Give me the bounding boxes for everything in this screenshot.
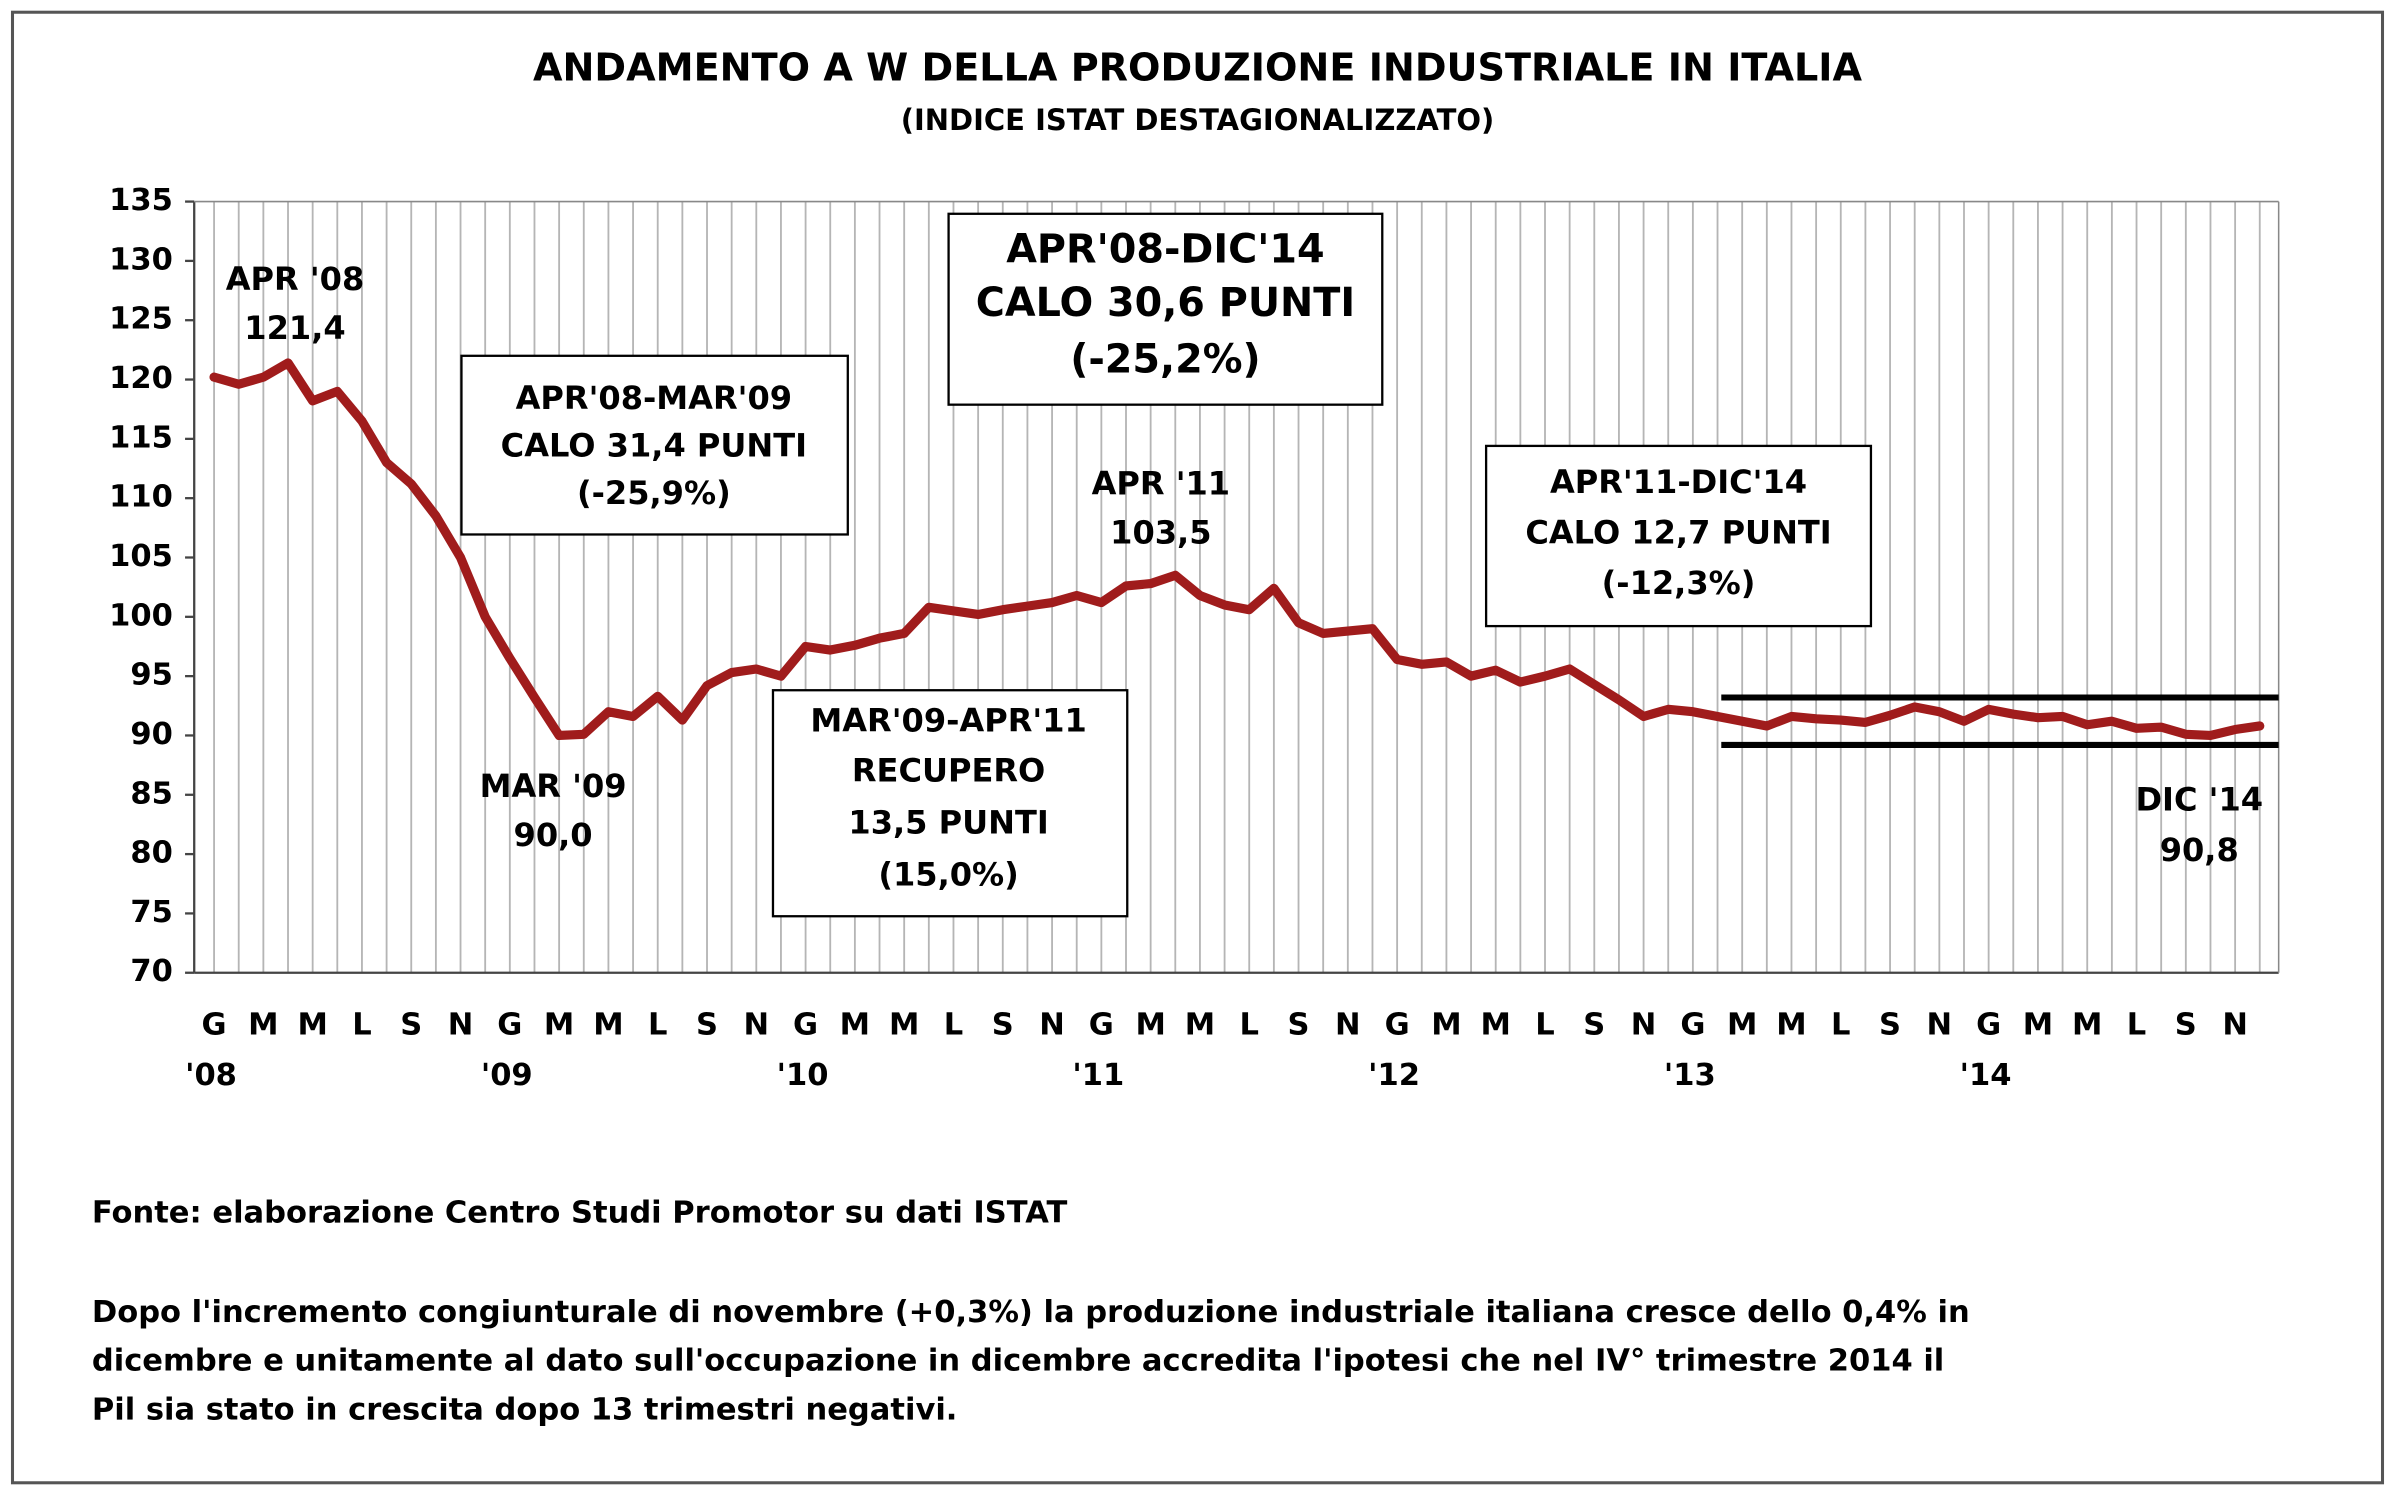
- x-tick-label: L: [1535, 1008, 1554, 1043]
- x-tick-label: S: [1879, 1008, 1901, 1043]
- x-year-label: '09: [481, 1058, 533, 1093]
- x-tick-label: M: [1135, 1008, 1165, 1043]
- x-tick-label: M: [1727, 1008, 1757, 1043]
- x-tick-label: N: [2222, 1008, 2248, 1043]
- y-tick-label: 125: [109, 302, 173, 337]
- x-year-label: '13: [1664, 1058, 1716, 1093]
- point-label: APR '08: [226, 260, 365, 298]
- point-label: MAR '09: [480, 767, 627, 805]
- y-tick-label: 70: [130, 954, 173, 989]
- x-tick-label: L: [1240, 1008, 1259, 1043]
- annotation-text: (-12,3%): [1602, 564, 1756, 602]
- y-tick-label: 85: [130, 776, 173, 811]
- x-tick-label: M: [248, 1008, 278, 1043]
- x-tick-label: N: [1927, 1008, 1953, 1043]
- annotation-text: CALO 30,6 PUNTI: [976, 280, 1355, 326]
- x-tick-label: M: [544, 1008, 574, 1043]
- x-tick-label: M: [1431, 1008, 1461, 1043]
- x-year-label: '08: [185, 1058, 237, 1093]
- x-tick-label: M: [840, 1008, 870, 1043]
- annotation-box: [1484, 444, 1873, 628]
- y-tick-label: 100: [109, 598, 173, 633]
- y-tick-label: 75: [130, 895, 173, 930]
- point-label: APR '11: [1092, 465, 1231, 503]
- x-tick-label: N: [448, 1008, 474, 1043]
- y-tick-label: 80: [130, 836, 173, 871]
- annotation-text: (-25,9%): [577, 474, 731, 512]
- x-tick-label: M: [2072, 1008, 2102, 1043]
- point-label: 90,0: [514, 816, 593, 854]
- x-tick-label: G: [1385, 1008, 1410, 1043]
- x-tick-label: G: [1089, 1008, 1114, 1043]
- annotation-text: (15,0%): [878, 856, 1018, 894]
- y-tick-label: 135: [109, 183, 173, 218]
- note-line: Dopo l'incremento congiunturale di novem…: [92, 1295, 1970, 1330]
- x-tick-label: M: [2023, 1008, 2053, 1043]
- chart-title: ANDAMENTO A W DELLA PRODUZIONE INDUSTRIA…: [533, 47, 1863, 91]
- y-tick-label: 105: [109, 539, 173, 574]
- annotation-text: APR'08-MAR'09: [516, 379, 792, 417]
- x-tick-label: S: [1583, 1008, 1605, 1043]
- annotation-box: [947, 212, 1384, 406]
- annotation-text: APR'11-DIC'14: [1550, 463, 1807, 501]
- y-tick-label: 130: [109, 242, 173, 277]
- note-line: dicembre e unitamente al dato sull'occup…: [92, 1344, 1944, 1379]
- x-tick-label: G: [793, 1008, 818, 1043]
- x-year-label: '10: [777, 1058, 829, 1093]
- x-tick-label: S: [1288, 1008, 1310, 1043]
- y-tick-label: 115: [109, 420, 173, 455]
- x-tick-label: N: [1039, 1008, 1065, 1043]
- x-tick-label: M: [1776, 1008, 1806, 1043]
- y-tick-label: 110: [109, 480, 173, 515]
- point-label: 121,4: [244, 309, 345, 347]
- x-tick-label: M: [593, 1008, 623, 1043]
- annotation-text: RECUPERO: [852, 752, 1045, 790]
- point-label: 90,8: [2160, 831, 2239, 869]
- x-tick-label: S: [696, 1008, 718, 1043]
- x-year-label: '14: [1960, 1058, 2012, 1093]
- x-tick-label: M: [297, 1008, 327, 1043]
- x-tick-label: G: [202, 1008, 227, 1043]
- x-tick-label: L: [648, 1008, 667, 1043]
- x-tick-label: L: [2127, 1008, 2146, 1043]
- annotation-text: APR'08-DIC'14: [1006, 226, 1324, 272]
- data-line: [209, 358, 2265, 741]
- x-tick-label: N: [1335, 1008, 1361, 1043]
- x-year-label: '11: [1072, 1058, 1124, 1093]
- annotation-text: CALO 31,4 PUNTI: [501, 426, 807, 464]
- x-tick-label: G: [497, 1008, 522, 1043]
- source: Fonte: elaborazione Centro Studi Promoto…: [92, 1196, 1068, 1231]
- x-tick-label: L: [1831, 1008, 1850, 1043]
- annotation-text: (-25,2%): [1070, 336, 1260, 382]
- annotation-text: MAR'09-APR'11: [810, 701, 1086, 739]
- annotation-text: CALO 12,7 PUNTI: [1525, 513, 1831, 551]
- annotation-text: 13,5 PUNTI: [848, 804, 1048, 842]
- y-tick-label: 90: [130, 717, 173, 752]
- x-tick-label: N: [744, 1008, 770, 1043]
- x-tick-label: M: [889, 1008, 919, 1043]
- y-tick-label: 120: [109, 361, 173, 396]
- x-tick-label: S: [992, 1008, 1014, 1043]
- chart-subtitle: (INDICE ISTAT DESTAGIONALIZZATO): [901, 103, 1495, 137]
- annotation-box: [460, 354, 849, 536]
- x-tick-label: M: [1185, 1008, 1215, 1043]
- point-label: 103,5: [1110, 513, 1211, 551]
- note-line: Pil sia stato in crescita dopo 13 trimes…: [92, 1393, 958, 1428]
- y-tick-label: 95: [130, 658, 173, 693]
- x-year-label: '12: [1368, 1058, 1420, 1093]
- x-tick-label: G: [1976, 1008, 2001, 1043]
- x-tick-label: L: [352, 1008, 371, 1043]
- point-label: DIC '14: [2135, 781, 2263, 819]
- x-tick-label: S: [400, 1008, 422, 1043]
- x-tick-label: M: [1481, 1008, 1511, 1043]
- x-tick-label: N: [1631, 1008, 1657, 1043]
- x-tick-label: S: [2175, 1008, 2197, 1043]
- x-tick-label: G: [1680, 1008, 1705, 1043]
- x-tick-label: L: [944, 1008, 963, 1043]
- annotation-box: [771, 689, 1129, 918]
